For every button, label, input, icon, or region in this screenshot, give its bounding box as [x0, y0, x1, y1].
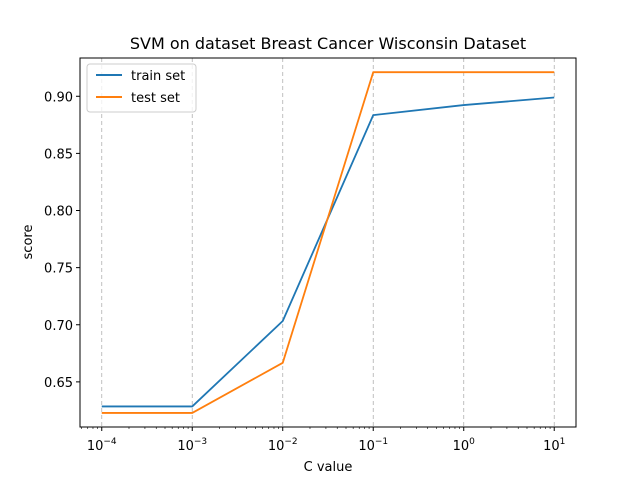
x-axis-ticks: 10−4 10−3 10−2 10−1 100 101 — [81, 427, 565, 454]
series-line-train — [101, 96, 555, 408]
series-lines — [101, 71, 555, 414]
x-tick-label: 10−4 — [87, 437, 117, 454]
legend-label-train: train set — [131, 69, 185, 84]
series-line-test — [101, 71, 555, 414]
y-tick-label: 0.75 — [44, 262, 73, 277]
x-tick-label: 10−3 — [177, 437, 207, 454]
x-axis-label: C value — [304, 460, 353, 475]
x-tick-label: 10−1 — [358, 437, 388, 454]
x-tick-label: 100 — [453, 437, 476, 454]
y-tick-label: 0.80 — [44, 205, 73, 220]
x-tick-label: 10−2 — [268, 437, 298, 454]
y-axis-label: score — [21, 225, 36, 260]
y-tick-label: 0.70 — [44, 319, 73, 334]
y-axis-ticks: 0.65 0.70 0.75 0.80 0.85 0.90 — [44, 90, 80, 391]
chart-title: SVM on dataset Breast Cancer Wisconsin D… — [130, 34, 526, 53]
y-tick-label: 0.90 — [44, 90, 73, 105]
y-tick-label: 0.85 — [44, 147, 73, 162]
plot-frame — [79, 57, 577, 428]
legend: train set test set — [86, 63, 197, 113]
legend-label-test: test set — [131, 91, 180, 106]
grid-lines — [101, 58, 555, 427]
y-tick-label: 0.65 — [44, 376, 73, 391]
x-tick-label: 101 — [543, 437, 565, 454]
